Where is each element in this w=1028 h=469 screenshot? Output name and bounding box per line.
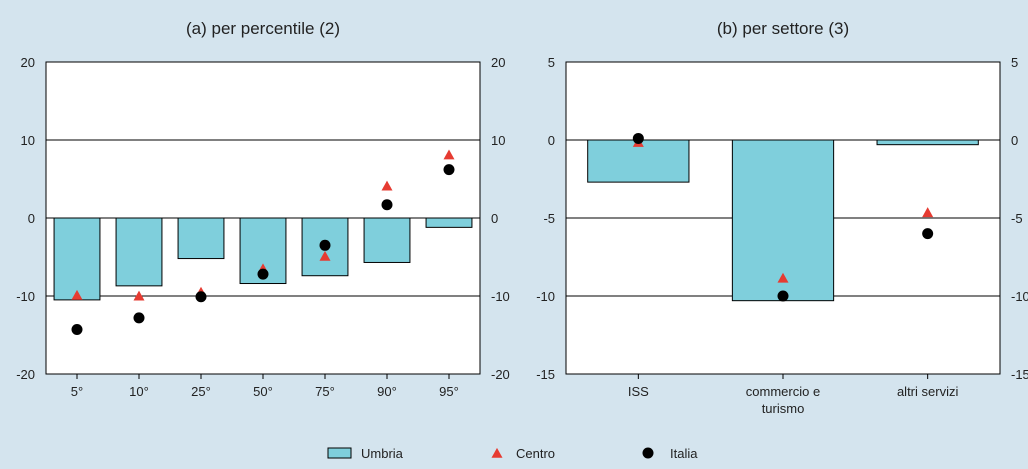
x-tick-label: 25° (191, 384, 211, 399)
legend-label-italia: Italia (670, 446, 698, 461)
y-tick-label-left: 0 (28, 211, 35, 226)
y-tick-label-right: 20 (491, 55, 505, 70)
y-tick-label-left: 20 (21, 55, 35, 70)
marker-italia-3 (195, 291, 207, 303)
bar-umbria-3 (876, 139, 979, 146)
y-tick-label-right: -5 (1011, 211, 1023, 226)
y-tick-label-left: 5 (548, 55, 555, 70)
y-tick-label-right: -10 (491, 289, 510, 304)
marker-centro-3 (922, 207, 934, 218)
x-tick-label: altri servizi (897, 384, 959, 399)
marker-italia-3 (922, 228, 934, 240)
marker-centro-6 (381, 180, 393, 191)
y-tick-label-left: 10 (21, 133, 35, 148)
marker-centro-5 (319, 250, 331, 261)
x-tick-label: commercio e (746, 384, 820, 399)
chart-title: (a) per percentile (2) (186, 19, 340, 38)
y-tick-label-left: -15 (536, 367, 555, 382)
marker-centro-2 (133, 290, 145, 301)
legend-marker-italia (642, 447, 654, 459)
legend-label-umbria: Umbria (361, 446, 404, 461)
legend-swatch-umbria (327, 447, 352, 459)
marker-italia-2 (777, 290, 789, 302)
bar-umbria-7 (425, 217, 473, 228)
bar-umbria-6 (363, 217, 411, 263)
y-tick-label-left: -10 (16, 289, 35, 304)
bar-umbria-1 (53, 217, 101, 301)
legend-marker-centro (491, 447, 503, 458)
x-tick-label: 75° (315, 384, 335, 399)
chart-panel-2: (b) per settore (3) 5 5 0 0 -5 -5 -10 -10 -15 -15 I… (536, 19, 1028, 416)
y-tick-label-right: -10 (1011, 289, 1028, 304)
legend: Umbria Centro Italia (327, 446, 698, 461)
y-tick-label-right: -15 (1011, 367, 1028, 382)
x-tick-label: 95° (439, 384, 459, 399)
y-tick-label-right: -20 (491, 367, 510, 382)
chart-title: (b) per settore (3) (717, 19, 849, 38)
y-tick-label-right: 5 (1011, 55, 1018, 70)
y-tick-label-left: -5 (543, 211, 555, 226)
y-tick-label-left: 0 (548, 133, 555, 148)
y-tick-label-right: 10 (491, 133, 505, 148)
y-tick-label-left: -20 (16, 367, 35, 382)
bar-umbria-2 (115, 217, 163, 287)
y-tick-label-right: 0 (491, 211, 498, 226)
x-tick-label: 50° (253, 384, 273, 399)
marker-centro-7 (443, 149, 455, 160)
marker-italia-2 (133, 312, 145, 324)
marker-centro-1 (71, 289, 83, 300)
x-tick-label: 10° (129, 384, 149, 399)
x-tick-label: 5° (71, 384, 83, 399)
y-tick-label-left: -10 (536, 289, 555, 304)
y-tick-label-right: 0 (1011, 133, 1018, 148)
x-tick-label: ISS (628, 384, 649, 399)
x-tick-label: 90° (377, 384, 397, 399)
marker-italia-1 (71, 324, 83, 336)
bar-umbria-3 (177, 217, 225, 260)
marker-italia-7 (443, 164, 455, 176)
x-tick-label: turismo (762, 401, 805, 416)
marker-italia-6 (381, 199, 393, 211)
bar-umbria-1 (587, 139, 690, 183)
chart-panel-1: (a) per percentile (2) 20 20 10 10 0 0 -10 -10 -2… (16, 19, 510, 399)
marker-centro-2 (777, 272, 789, 283)
marker-italia-1 (632, 132, 644, 144)
marker-italia-5 (319, 239, 331, 251)
marker-italia-4 (257, 268, 269, 280)
legend-label-centro: Centro (516, 446, 555, 461)
